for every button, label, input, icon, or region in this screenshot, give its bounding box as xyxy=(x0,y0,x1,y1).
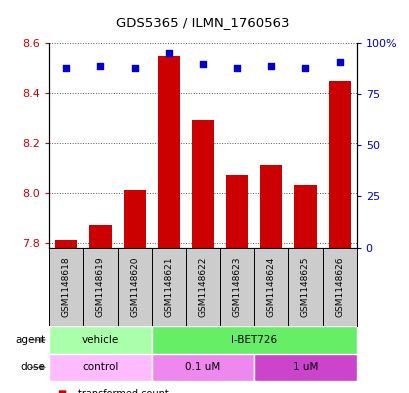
Point xyxy=(267,62,274,69)
Text: GSM1148622: GSM1148622 xyxy=(198,257,207,317)
Point xyxy=(335,59,342,65)
Point xyxy=(301,64,308,71)
Text: GSM1148625: GSM1148625 xyxy=(300,257,309,317)
Bar xyxy=(328,81,350,248)
Bar xyxy=(55,240,77,248)
Point xyxy=(131,64,137,71)
Bar xyxy=(49,326,151,354)
Text: ■: ■ xyxy=(57,389,67,393)
Text: GSM1148624: GSM1148624 xyxy=(266,257,275,317)
Text: transformed count: transformed count xyxy=(78,389,168,393)
Text: GSM1148620: GSM1148620 xyxy=(130,257,139,317)
Text: GSM1148626: GSM1148626 xyxy=(334,257,343,317)
Text: GDS5365 / ILMN_1760563: GDS5365 / ILMN_1760563 xyxy=(116,16,289,29)
Bar xyxy=(89,225,111,248)
Point xyxy=(233,64,240,71)
Point xyxy=(199,61,206,67)
Text: agent: agent xyxy=(15,335,45,345)
Bar xyxy=(123,190,145,248)
Bar xyxy=(157,56,180,248)
Text: 1 uM: 1 uM xyxy=(292,362,317,373)
Text: GSM1148619: GSM1148619 xyxy=(96,257,105,317)
Text: GSM1148618: GSM1148618 xyxy=(62,257,71,317)
Text: 0.1 uM: 0.1 uM xyxy=(185,362,220,373)
Point xyxy=(97,62,103,69)
Point xyxy=(63,64,70,71)
Bar xyxy=(225,175,247,248)
Bar xyxy=(191,121,213,248)
Point xyxy=(165,50,172,57)
Bar xyxy=(151,354,254,381)
Text: dose: dose xyxy=(20,362,45,373)
Text: vehicle: vehicle xyxy=(82,335,119,345)
Text: control: control xyxy=(82,362,118,373)
Text: I-BET726: I-BET726 xyxy=(231,335,276,345)
Bar xyxy=(254,354,356,381)
Bar xyxy=(151,326,356,354)
Bar xyxy=(260,165,282,248)
Bar xyxy=(294,185,316,248)
Text: GSM1148623: GSM1148623 xyxy=(232,257,241,317)
Text: GSM1148621: GSM1148621 xyxy=(164,257,173,317)
Bar xyxy=(49,354,151,381)
